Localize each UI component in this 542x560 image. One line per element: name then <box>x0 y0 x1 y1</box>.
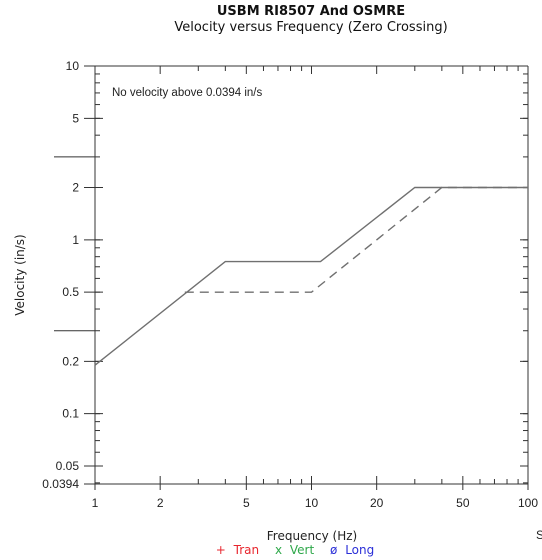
y-tick-label: 2 <box>72 181 79 195</box>
x-tick-label: 20 <box>370 496 384 510</box>
legend-vert-label: Vert <box>290 543 315 557</box>
y-axis-label: Velocity (in/s) <box>13 234 27 316</box>
edge-fragment: S <box>536 528 542 542</box>
x-tick-label: 5 <box>243 496 250 510</box>
y-tick-label: 10 <box>66 59 80 73</box>
legend-long-label: Long <box>345 543 374 557</box>
y-tick-label: 0.0394 <box>42 477 79 491</box>
series-lines <box>94 186 528 366</box>
x-tick-label: 2 <box>157 496 164 510</box>
y-tick-label: 5 <box>72 111 79 125</box>
legend-vert-symbol: x <box>275 543 282 557</box>
plot-axes <box>94 65 529 485</box>
no-velocity-annotation: No velocity above 0.0394 in/s <box>112 87 262 99</box>
chart-subtitle: Velocity versus Frequency (Zero Crossing… <box>174 20 447 35</box>
x-axis-label: Frequency (Hz) <box>267 529 358 543</box>
axis-ticks: 1 2 5 10 20 50 100 10 5 2 1 0.5 0.2 0.1 0.05 0.0394 <box>42 59 538 510</box>
x-tick-label: 1 <box>92 496 99 510</box>
legend-tran-label: Tran <box>233 543 259 557</box>
legend-long-symbol: ø <box>330 543 337 557</box>
chart-title: USBM RI8507 And OSMRE <box>217 4 405 19</box>
y-tick-label: 0.1 <box>62 407 79 421</box>
x-tick-label: 50 <box>456 496 470 510</box>
dashed-limit-line <box>184 186 528 293</box>
y-tick-label: 0.2 <box>62 354 79 368</box>
legend-tran-symbol: + <box>216 543 226 557</box>
legend: + Tran x Vert ø Long <box>216 543 374 557</box>
y-tick-label: 1 <box>72 233 79 247</box>
x-tick-label: 100 <box>518 496 538 510</box>
y-tick-label: 0.5 <box>62 285 79 299</box>
solid-limit-line <box>94 186 528 366</box>
x-tick-label: 10 <box>305 496 319 510</box>
y-tick-label: 0.05 <box>56 459 80 473</box>
